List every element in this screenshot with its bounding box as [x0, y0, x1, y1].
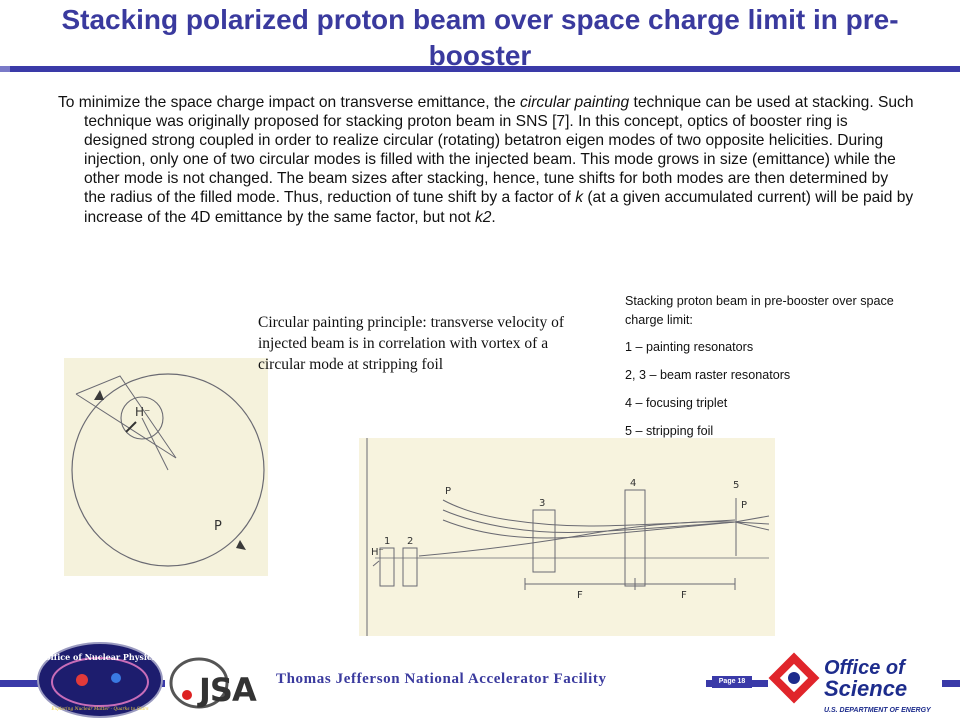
element-4-label: 4 [630, 478, 636, 489]
element-3-label: 3 [539, 498, 545, 509]
jsa-logo-text: JSA [197, 671, 257, 709]
element-1-label: 1 [384, 536, 390, 547]
element-5-label: 5 [733, 480, 739, 491]
beamline-figure: H⁻ P P 1 2 3 4 5 F F [359, 438, 775, 636]
title-underline [0, 66, 960, 72]
emphasis-k2: k2 [474, 208, 492, 226]
emphasis-k: k [575, 189, 583, 207]
circular-painting-figure: H⁻ P [64, 358, 268, 576]
legend-item-2: 2, 3 – beam raster resonators [625, 368, 791, 382]
legend-item-3: 4 – focusing triplet [625, 396, 728, 410]
office-of-science-logo: Office of Science U.S. DEPARTMENT OF ENE… [768, 650, 942, 718]
beamline-ion-label: H⁻ [371, 547, 384, 558]
slide-title: Stacking polarized proton beam over spac… [61, 4, 899, 71]
os-logo-line3: U.S. DEPARTMENT OF ENERGY [824, 707, 932, 714]
legend-item-1: 1 – painting resonators [625, 340, 754, 354]
circular-painting-sketch: H⁻ P [71, 373, 265, 567]
page-number: Page 18 [712, 676, 752, 688]
os-logo-line1: Office of [824, 657, 907, 679]
body-paragraph: To minimize the space charge impact on t… [58, 94, 914, 226]
proton-label: P [214, 519, 222, 534]
title-underline-end [0, 66, 10, 72]
legend-item-4: 5 – stripping foil [625, 424, 714, 438]
legend-heading: Stacking proton beam in pre-booster over… [625, 294, 894, 327]
focal-length-2-label: F [681, 590, 687, 601]
circular-painting-caption: Circular painting principle: transverse … [258, 314, 565, 373]
beamline-p-in-label: P [445, 486, 451, 497]
onp-logo-title: Office of Nuclear Physics [44, 652, 157, 662]
footer-lab-name: Thomas Jefferson National Accelerator Fa… [270, 668, 706, 690]
office-of-nuclear-physics-logo: Office of Nuclear Physics Exploring Nucl… [32, 640, 172, 720]
jsa-logo: JSA [165, 645, 275, 715]
onp-logo-tagline: Exploring Nuclear Matter - Quarks to Sta… [51, 707, 150, 712]
beamline-p-out-label: P [741, 500, 747, 511]
focal-length-1-label: F [577, 590, 583, 601]
emphasis-circular-painting: circular painting [519, 94, 630, 111]
os-logo-line2: Science [824, 676, 907, 701]
stacking-legend: Stacking proton beam in pre-booster over… [625, 292, 925, 450]
ion-label: H⁻ [135, 405, 150, 419]
element-2-label: 2 [407, 536, 413, 547]
beamline-sketch: H⁻ P P 1 2 3 4 5 F F [366, 438, 770, 636]
